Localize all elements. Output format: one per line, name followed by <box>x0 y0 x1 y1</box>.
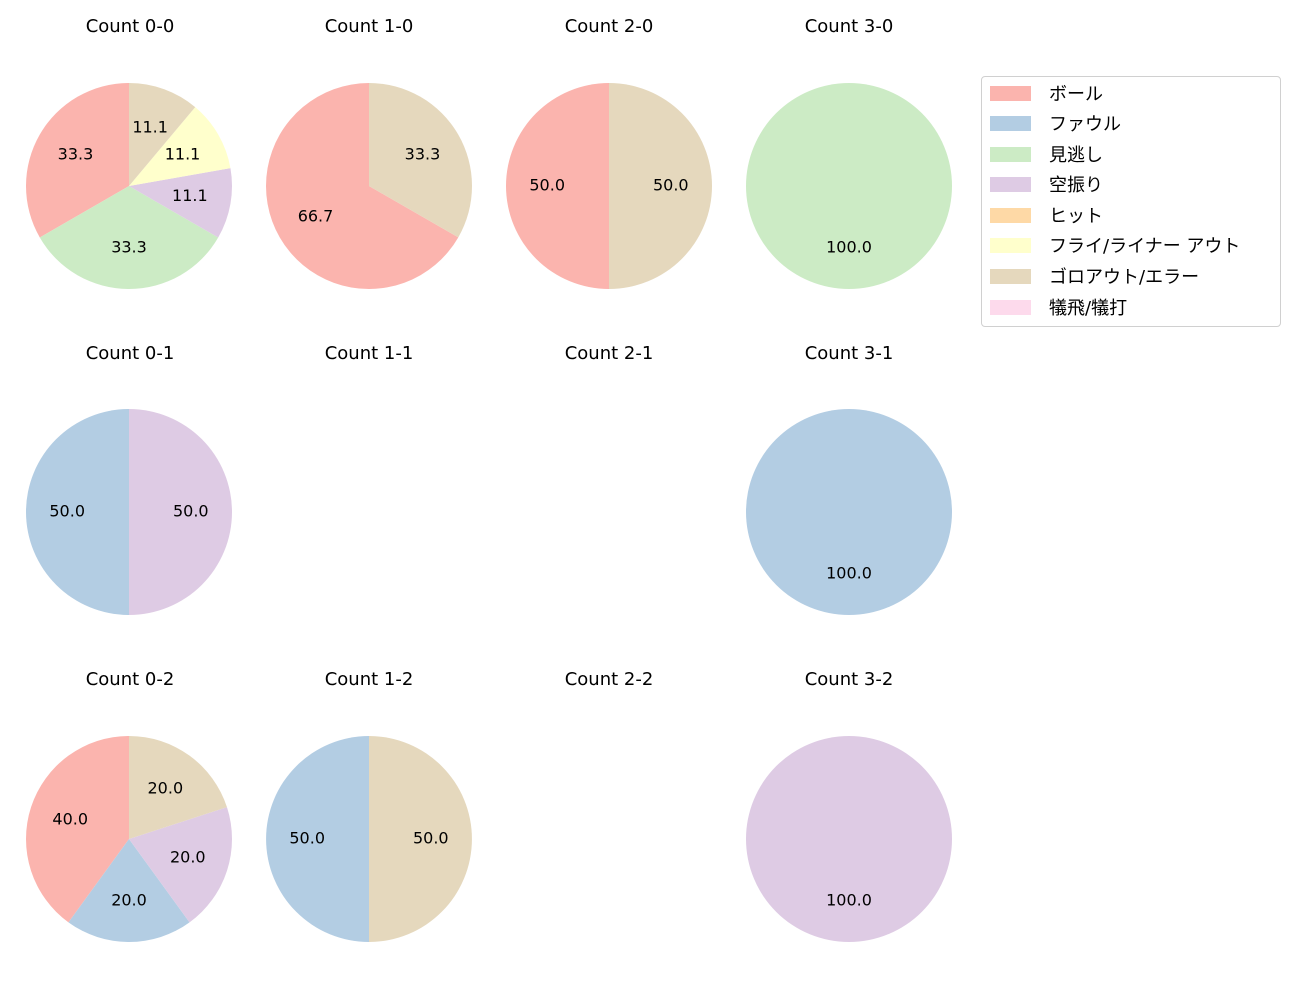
pie-slice-label: 11.1 <box>172 186 208 205</box>
legend-label: ヒット <box>1049 206 1103 227</box>
subplot-title: Count 3-1 <box>804 343 894 364</box>
legend-label: フライ/ライナー アウト <box>1049 236 1241 257</box>
legend-swatch <box>990 268 1031 284</box>
legend-label: ゴロアウト/エラー <box>1049 267 1200 288</box>
pie-slice-label: 20.0 <box>170 848 206 867</box>
legend-swatch <box>990 146 1031 162</box>
subplot-title: Count 3-2 <box>804 669 894 690</box>
legend-swatch <box>990 85 1031 101</box>
pie-count-1-0: 66.7 33.3 <box>266 83 473 289</box>
subplot-count-0-1: Count 0-1 <box>10 327 250 647</box>
pie-slice <box>746 83 952 289</box>
subplot-title: Count 3-0 <box>804 16 894 37</box>
pie-slice-label: 33.3 <box>405 145 441 164</box>
legend-swatch <box>990 115 1031 131</box>
pie-slice <box>369 83 473 238</box>
subplot-count-2-0: Count 2-0 <box>489 0 729 320</box>
pie-count-3-2: 100.0 <box>746 736 952 942</box>
subplot-count-1-2: Count 1-2 <box>249 653 489 973</box>
pie-slice <box>369 736 472 942</box>
legend-item: 犠飛/犠打 <box>990 295 1127 319</box>
pie-slice-label: 50.0 <box>49 502 85 521</box>
legend-label: ファウル <box>1049 114 1121 135</box>
pie-slice-label: 20.0 <box>148 779 184 798</box>
pie-slice <box>746 736 952 942</box>
legend-swatch <box>990 207 1031 223</box>
legend-item: 空振り <box>990 172 1103 196</box>
pie-slice-label: 66.7 <box>298 206 334 225</box>
pie-slice <box>746 409 952 615</box>
pie-slice-label: 11.1 <box>132 117 168 136</box>
subplot-title: Count 2-1 <box>564 343 654 364</box>
subplot-title: Count 0-0 <box>85 16 175 37</box>
pie-slice <box>609 83 712 289</box>
subplot-count-3-0: Count 3-0 <box>729 0 969 320</box>
subplot-count-2-2: Count 2-2 <box>489 653 729 973</box>
subplot-count-0-0: Count 0-0 <box>10 0 250 320</box>
pie-slice-label: 11.1 <box>165 145 201 164</box>
legend-label: 犠飛/犠打 <box>1049 298 1128 319</box>
pie-slice-label: 100.0 <box>826 890 872 909</box>
pie-slice-label: 20.0 <box>111 890 147 909</box>
subplot-title: Count 1-1 <box>324 343 414 364</box>
subplot-title: Count 0-2 <box>85 669 175 690</box>
pie-slice <box>26 83 130 238</box>
legend-swatch <box>990 176 1031 192</box>
legend-item: ゴロアウト/エラー <box>990 264 1199 288</box>
pie-slice <box>26 409 129 615</box>
subplot-count-1-0: Count 1-0 <box>249 0 489 320</box>
pie-slice <box>266 83 459 289</box>
pie-slice <box>506 83 609 289</box>
subplot-count-3-1: Count 3-1 <box>729 327 969 647</box>
pie-count-1-2: 50.0 50.0 <box>266 736 472 942</box>
subplot-title: Count 1-0 <box>324 16 414 37</box>
subplot-count-3-2: Count 3-2 <box>729 653 969 973</box>
subplot-count-0-2: Count 0-2 <box>10 653 250 973</box>
pie-slice <box>129 168 232 238</box>
legend-item: フライ/ライナー アウト <box>990 233 1240 257</box>
pie-count-3-0: 100.0 <box>746 83 952 289</box>
legend-swatch <box>990 237 1031 253</box>
legend-item: ファウル <box>990 111 1121 135</box>
pie-slice-label: 100.0 <box>826 563 872 582</box>
pie-slice-label: 33.3 <box>58 145 94 164</box>
pie-slice <box>129 807 232 923</box>
pie-slice <box>129 736 227 839</box>
subplot-title: Count 2-2 <box>564 669 654 690</box>
pie-slice <box>129 409 232 615</box>
pie-slice-label: 50.0 <box>529 176 565 195</box>
subplot-title: Count 1-2 <box>324 669 414 690</box>
pie-slice-label: 50.0 <box>413 829 449 848</box>
legend-item: ヒット <box>990 203 1103 227</box>
pie-count-0-2: 40.0 20.0 20.0 20.0 <box>26 736 232 942</box>
pie-slice <box>129 107 231 186</box>
pie-count-0-1: 50.0 50.0 <box>26 409 232 615</box>
subplot-title: Count 2-0 <box>564 16 654 37</box>
legend-label: 見逃し <box>1049 145 1103 166</box>
pie-count-3-1: 100.0 <box>746 409 952 615</box>
pie-slice <box>266 736 369 942</box>
pie-slice-label: 40.0 <box>52 809 88 828</box>
legend-item: ボール <box>990 81 1103 105</box>
pie-count-0-0: 33.3 33.3 11.1 11.1 11.1 <box>26 83 232 289</box>
pie-slice-label: 100.0 <box>826 237 872 256</box>
legend-item: 見逃し <box>990 142 1103 166</box>
pie-slice-label: 50.0 <box>173 502 209 521</box>
subplot-count-2-1: Count 2-1 <box>489 327 729 647</box>
pie-slice-label: 50.0 <box>653 176 689 195</box>
pie-count-2-0: 50.0 50.0 <box>506 83 712 289</box>
chart-legend: ボール ファウル 見逃し 空振り ヒット フライ/ライナー アウト ゴロアウト/… <box>981 76 1281 327</box>
pie-slice <box>26 736 130 923</box>
pie-slice <box>68 839 190 942</box>
legend-label: ボール <box>1049 84 1103 105</box>
pie-slice <box>129 83 196 186</box>
pie-slice-label: 33.3 <box>111 237 147 256</box>
legend-swatch <box>990 299 1031 315</box>
pie-slice-label: 50.0 <box>289 829 325 848</box>
legend-label: 空振り <box>1049 175 1103 196</box>
subplot-count-1-1: Count 1-1 <box>249 327 489 647</box>
subplot-title: Count 0-1 <box>85 343 175 364</box>
